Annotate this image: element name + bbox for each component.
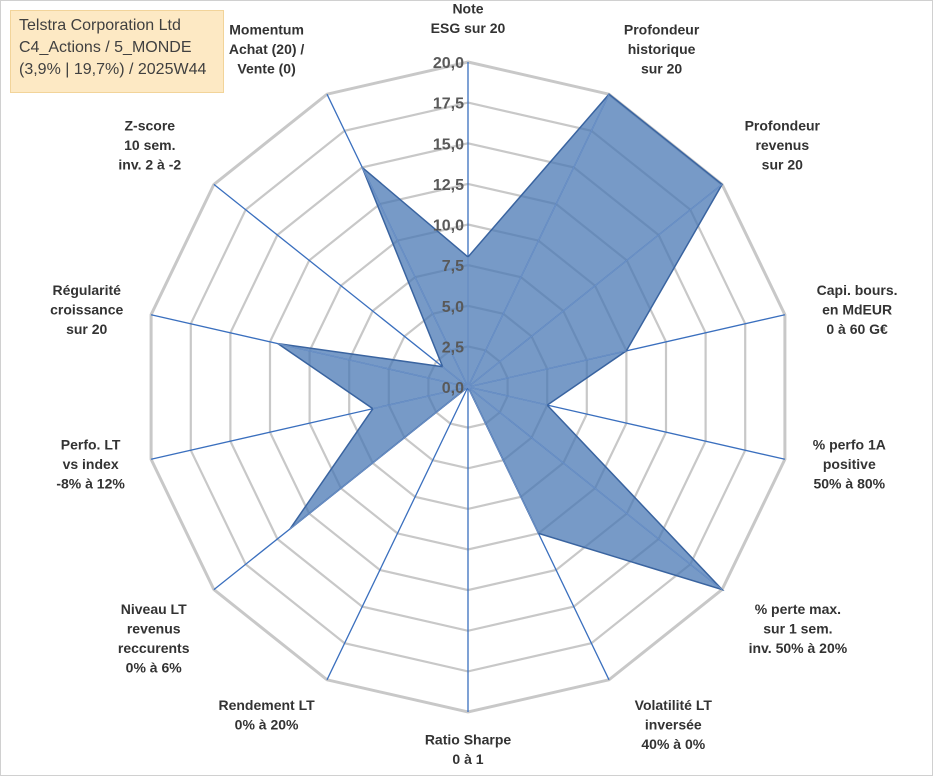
axis-label-6: Volatilité LT inversée 40% à 0% [635, 697, 713, 752]
axis-label-6-line-1: inversée [645, 717, 702, 733]
title-line-3: (3,9% | 19,7%) / 2025W44 [19, 61, 207, 78]
axis-label-10-line-2: -8% à 12% [56, 476, 125, 492]
axis-label-7-line-1: 0 à 1 [452, 751, 483, 767]
axis-label-2-line-1: revenus [755, 137, 809, 153]
spoke-overlay-9 [289, 386, 469, 530]
spoke-overlay-5 [467, 386, 723, 590]
spoke-overlay-6 [467, 386, 539, 534]
axis-label-1-line-1: historique [628, 41, 696, 57]
spoke-8 [326, 386, 469, 681]
tick-label-0: 0,0 [442, 380, 464, 397]
tick-label-6: 15,0 [433, 136, 464, 153]
axis-label-13-line-2: Vente (0) [237, 60, 295, 76]
axis-label-4-line-2: 50% à 80% [813, 476, 885, 492]
axis-label-5-line-1: sur 1 sem. [763, 620, 832, 636]
axis-label-10: Perfo. LT vs index -8% à 12% [56, 437, 125, 492]
tick-label-2: 5,0 [442, 299, 464, 316]
tick-label-3: 7,5 [442, 258, 464, 275]
axis-label-10-line-1: vs index [63, 456, 119, 472]
axis-label-3-line-0: Capi. bours. [817, 282, 898, 298]
axis-label-4: % perfo 1A positive 50% à 80% [813, 437, 886, 492]
radar-tick-labels: 0,0 2,5 5,0 7,5 10,0 12,5 15,0 17,5 20,0 [433, 55, 464, 397]
tick-label-4: 10,0 [433, 218, 464, 235]
axis-label-9-line-2: reccurents [118, 640, 190, 656]
spoke-12 [213, 183, 469, 388]
axis-label-4-line-0: % perfo 1A [813, 437, 886, 453]
axis-label-11-line-2: sur 20 [66, 321, 107, 337]
radar-axis-labels: Note ESG sur 20 Profondeur historique sur 20… [50, 1, 897, 767]
spoke-overlay-3 [467, 350, 627, 388]
axis-label-12-line-0: Z-score [125, 118, 176, 134]
axis-label-13-line-1: Achat (20) / [229, 41, 305, 57]
tick-label-5: 12,5 [433, 177, 464, 194]
axis-label-3-line-2: 0 à 60 G€ [826, 321, 888, 337]
spoke-overlay-11 [277, 343, 469, 388]
axis-label-0-line-0: Note [452, 1, 483, 17]
axis-label-2: Profondeur revenus sur 20 [745, 118, 821, 173]
axis-label-12: Z-score 10 sem. inv. 2 à -2 [118, 118, 181, 173]
tick-label-7: 17,5 [433, 96, 464, 113]
axis-label-8: Rendement LT 0% à 20% [218, 697, 315, 733]
axis-label-4-line-1: positive [823, 456, 876, 472]
title-line-1: Telstra Corporation Ltd [19, 17, 181, 34]
axis-label-6-line-0: Volatilité LT [635, 697, 713, 713]
axis-label-5-line-2: inv. 50% à 20% [749, 640, 848, 656]
axis-label-5: % perte max. sur 1 sem. inv. 50% à 20% [749, 601, 848, 656]
spoke-overlay-10 [372, 386, 469, 410]
axis-label-3-line-1: en MdEUR [822, 302, 892, 318]
series-area [277, 93, 725, 592]
chart-title-box: Telstra Corporation Ltd C4_Actions / 5_M… [10, 10, 224, 93]
axis-label-1-line-0: Profondeur [624, 21, 700, 37]
axis-label-1: Profondeur historique sur 20 [624, 21, 700, 76]
axis-label-10-line-0: Perfo. LT [61, 437, 121, 453]
title-line-2: C4_Actions / 5_MONDE [19, 39, 192, 56]
axis-label-5-line-0: % perte max. [755, 601, 841, 617]
axis-label-9-line-3: 0% à 6% [126, 659, 183, 675]
axis-label-0-line-1: ESG sur 20 [431, 20, 506, 36]
axis-label-9-line-0: Niveau LT [121, 601, 187, 617]
spoke-overlay-12 [442, 366, 469, 388]
spoke-overlay-4 [467, 386, 548, 406]
axis-label-7-line-0: Ratio Sharpe [425, 732, 512, 748]
tick-label-8: 20,0 [433, 55, 464, 72]
axis-label-2-line-2: sur 20 [762, 157, 803, 173]
axis-label-6-line-2: 40% à 0% [641, 736, 705, 752]
axis-label-12-line-2: inv. 2 à -2 [118, 157, 181, 173]
axis-label-13-line-0: Momentum [229, 21, 304, 37]
axis-label-0: Note ESG sur 20 [431, 1, 506, 36]
axis-label-13: Momentum Achat (20) / Vente (0) [229, 21, 305, 76]
axis-label-9-line-1: revenus [127, 620, 181, 636]
axis-label-9: Niveau LT revenus reccurents 0% à 6% [118, 601, 190, 676]
axis-label-8-line-1: 0% à 20% [235, 717, 299, 733]
axis-label-1-line-2: sur 20 [641, 60, 682, 76]
axis-label-11: Régularité croissance sur 20 [50, 282, 123, 337]
radar-series [277, 93, 725, 592]
axis-label-12-line-1: 10 sem. [124, 137, 175, 153]
spoke-overlay-13 [361, 167, 469, 388]
spoke-overlay-1 [467, 93, 610, 388]
spoke-overlay-2 [467, 184, 723, 388]
axis-label-7: Ratio Sharpe 0 à 1 [425, 732, 512, 768]
axis-label-3: Capi. bours. en MdEUR 0 à 60 G€ [817, 282, 898, 337]
axis-label-11-line-0: Régularité [52, 282, 121, 298]
axis-label-11-line-1: croissance [50, 302, 123, 318]
tick-label-1: 2,5 [442, 339, 464, 356]
axis-label-8-line-0: Rendement LT [218, 697, 315, 713]
axis-label-2-line-0: Profondeur [745, 118, 821, 134]
